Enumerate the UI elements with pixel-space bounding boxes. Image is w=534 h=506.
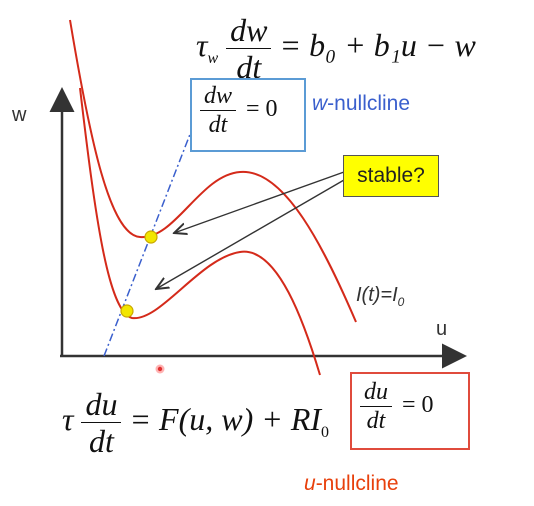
- fixed-point-upper: [144, 230, 158, 244]
- current-label-sub: 0: [397, 295, 405, 309]
- u-nullcline-lower-curve: [79, 87, 321, 376]
- fraction-denominator: dt: [208, 112, 228, 138]
- current-label: I(t)=I0: [356, 284, 404, 309]
- stable-callout: stable?: [343, 155, 439, 197]
- fraction-numerator: dw: [200, 84, 237, 111]
- du-dt-fraction-box: du dt: [360, 380, 392, 433]
- stable-arrow-upper: [174, 171, 345, 233]
- tau-symbol: τ: [62, 400, 74, 437]
- y-axis-label: w: [12, 104, 27, 126]
- w-nullcline-var: w: [312, 92, 328, 115]
- u-nullcline-equation-box: du dt = 0: [350, 372, 470, 450]
- x-axis-label: u: [436, 318, 448, 340]
- fixed-point-lower: [120, 304, 134, 318]
- u-nullcline-label: u-nullcline: [304, 472, 399, 496]
- u-nullcline-var: u: [304, 472, 316, 495]
- w-nullcline-text: -nullcline: [327, 92, 411, 115]
- du-dt-fraction: du dt: [81, 388, 122, 459]
- current-label-text: I(t)=I: [356, 284, 398, 306]
- equation-rhs: = b₀ + b₁u − w: [279, 26, 476, 63]
- fraction-denominator: dt: [89, 423, 114, 459]
- fraction-numerator: du: [81, 388, 122, 423]
- u-dynamics-equation: τ du dt = F(u, w) + RI0: [62, 388, 329, 457]
- fraction-denominator: dt: [236, 49, 262, 85]
- equation-rhs-subscript: 0: [321, 424, 330, 442]
- fraction-numerator: dw: [226, 14, 272, 49]
- u-nullcline-upper-curve: [69, 19, 357, 323]
- equals-zero: = 0: [402, 392, 434, 419]
- u-nullcline-text: -nullcline: [315, 472, 399, 495]
- tau-symbol: τ: [196, 26, 208, 63]
- w-dynamics-equation: τw dw dt = b₀ + b₁u − w: [196, 14, 476, 83]
- fraction-denominator: dt: [366, 408, 386, 434]
- u-box-equation: du dt = 0: [360, 380, 434, 433]
- w-nullcline-label: w-nullcline: [312, 92, 410, 116]
- w-nullcline-equation-box: dw dt = 0: [190, 78, 306, 152]
- dw-dt-fraction: dw dt: [226, 14, 272, 85]
- tau-subscript: w: [207, 50, 219, 68]
- equation-rhs: = F(u, w) + RI: [129, 400, 322, 437]
- dw-dt-fraction-box: dw dt: [200, 84, 237, 138]
- equals-zero: = 0: [246, 96, 278, 123]
- stable-arrow-lower: [156, 179, 345, 289]
- w-box-equation: dw dt = 0: [200, 84, 278, 137]
- fraction-numerator: du: [360, 380, 392, 407]
- stable-callout-text: stable?: [357, 164, 425, 187]
- cursor-dot-center: [157, 366, 163, 372]
